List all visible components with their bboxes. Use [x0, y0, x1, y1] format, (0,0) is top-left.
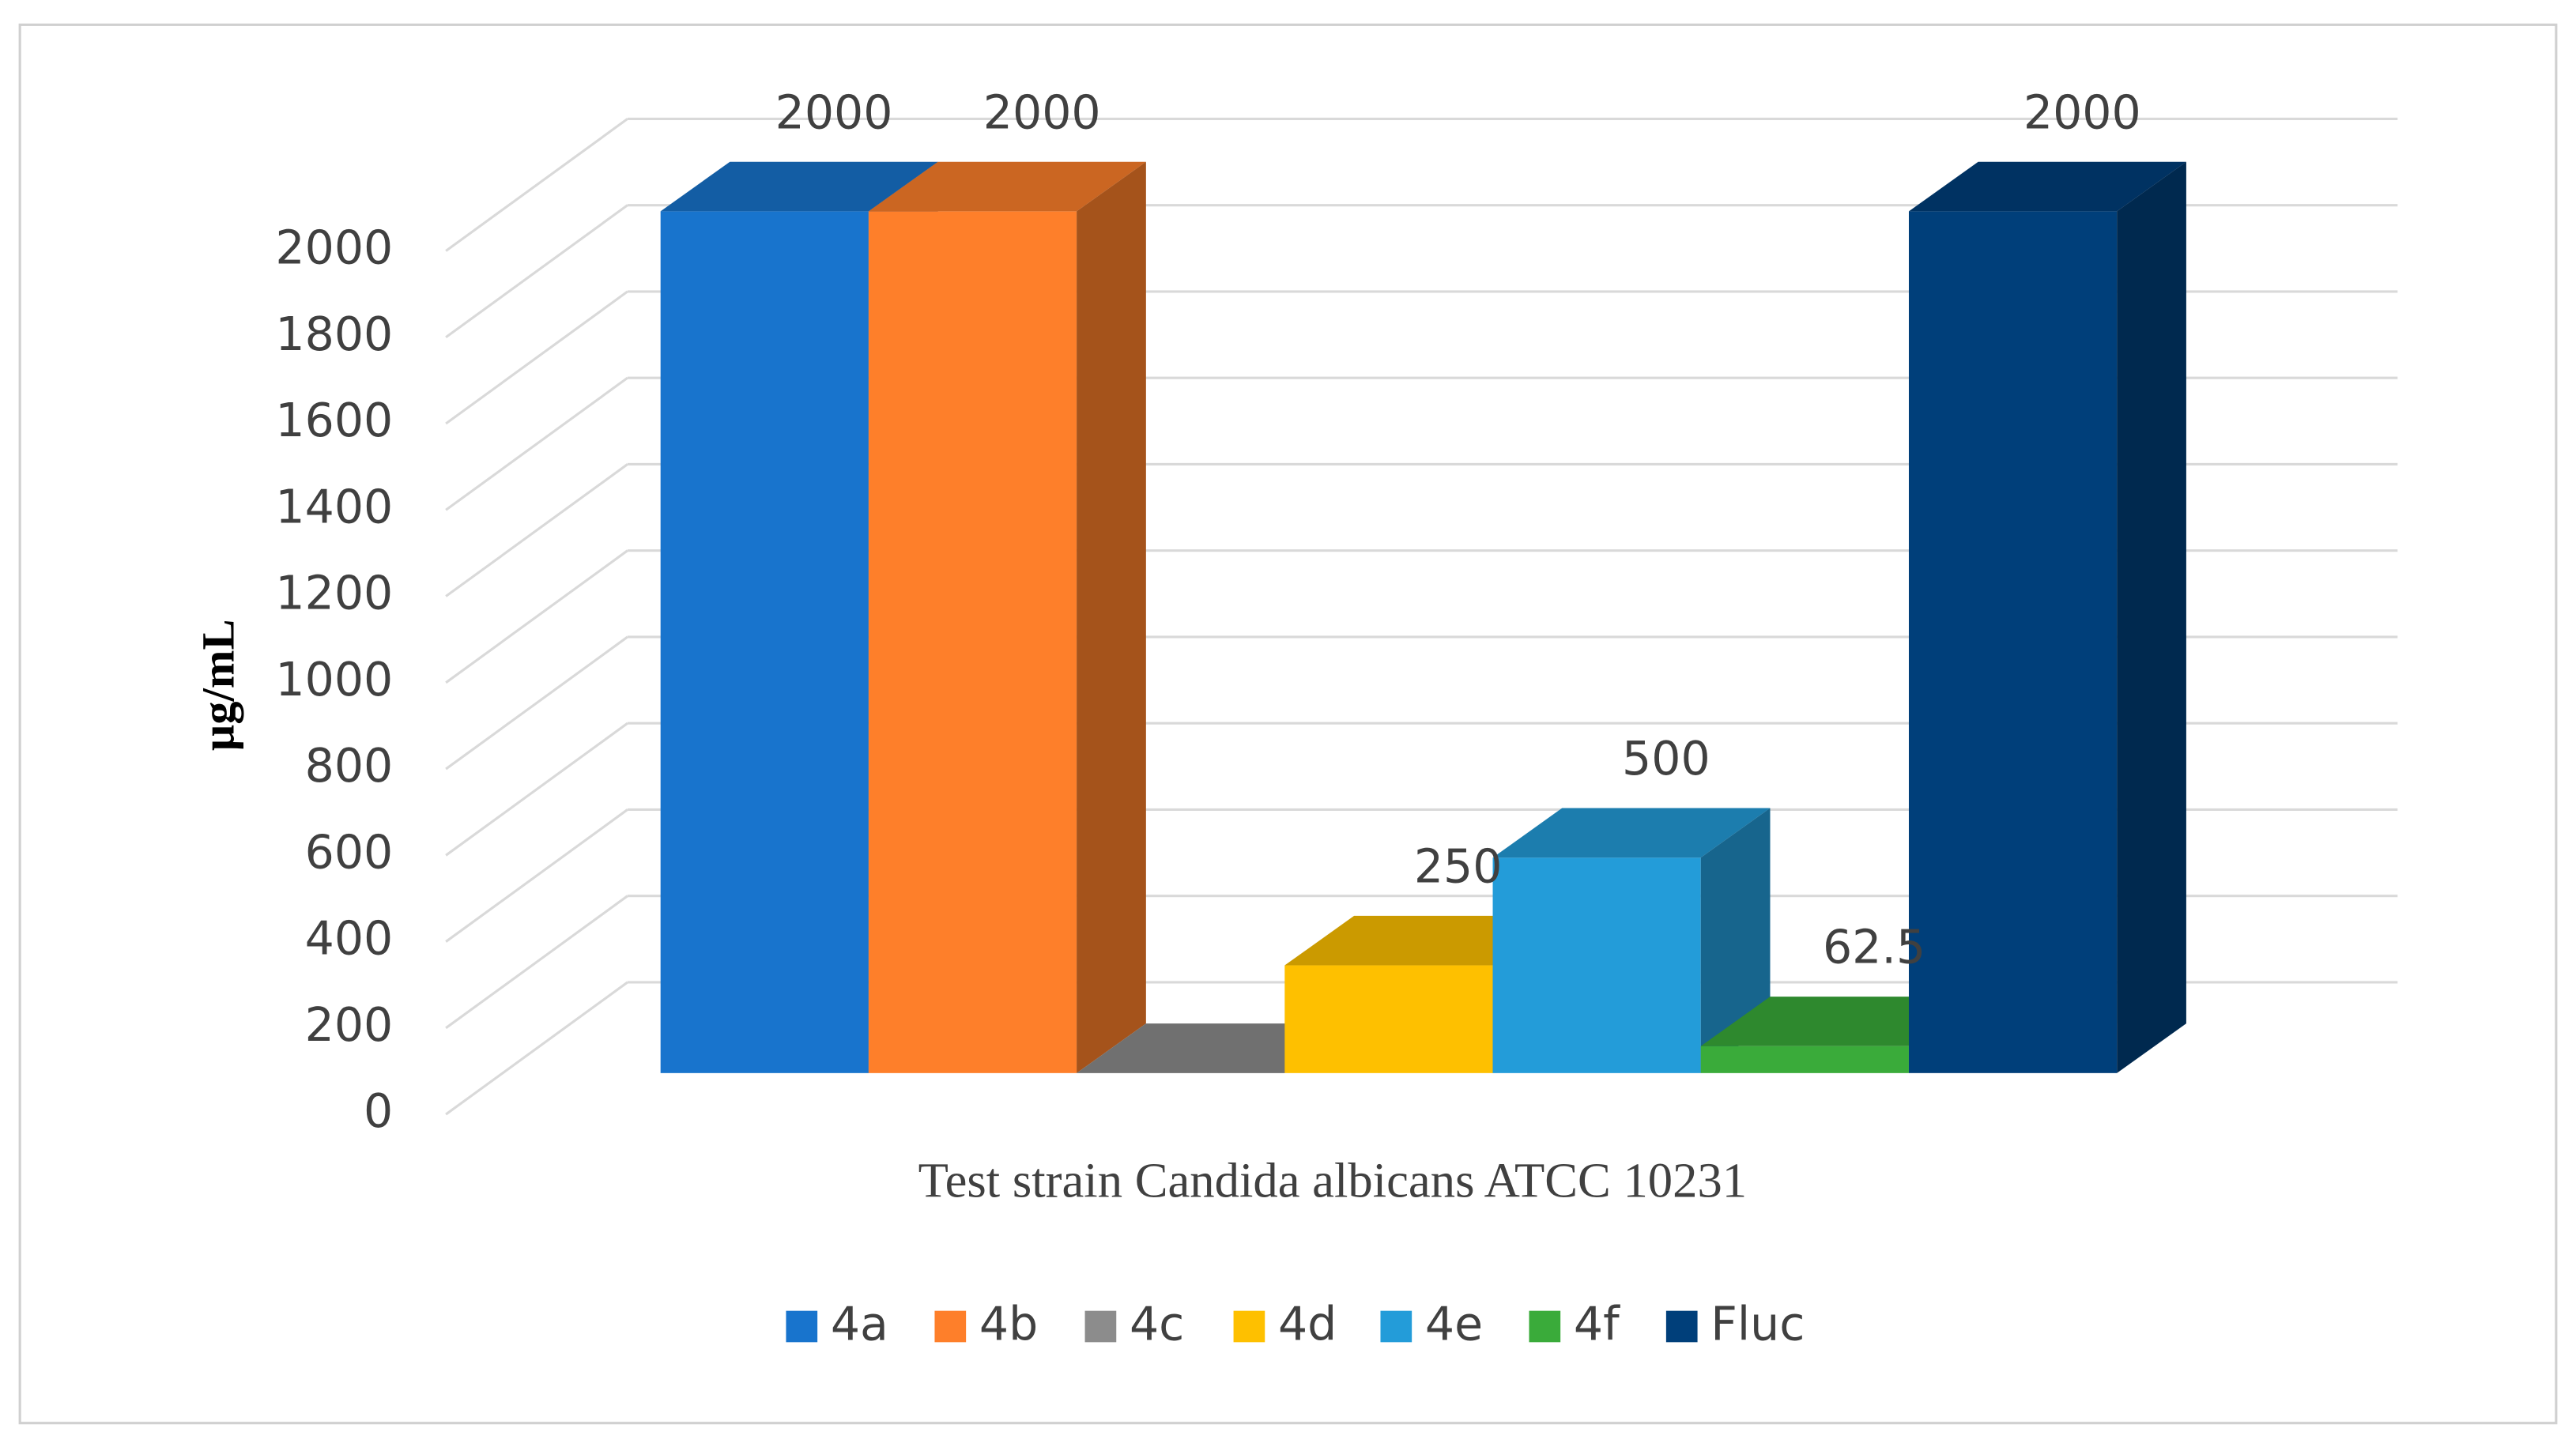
data-label: 250 [1414, 839, 1503, 893]
legend-label: 4f [1574, 1298, 1620, 1351]
bar-side [2117, 161, 2186, 1073]
data-label: 500 [1622, 732, 1710, 786]
legend-swatch [1233, 1310, 1265, 1343]
grid-line [445, 722, 628, 857]
bar-side [1700, 808, 1771, 1073]
legend-label: Fluc [1710, 1298, 1805, 1351]
legend-label: 4e [1425, 1298, 1483, 1351]
legend: 4a 4b 4c 4d 4e 4f Fluc [786, 1298, 1805, 1351]
y-tick-label: 200 [305, 998, 394, 1052]
grid-line [445, 118, 628, 252]
y-tick-label: 1200 [275, 567, 393, 620]
data-label: 2000 [2023, 85, 2141, 139]
grid-line [445, 463, 628, 597]
bar-side [1077, 161, 1146, 1073]
grid-line [445, 635, 628, 771]
bar-top [1908, 161, 2186, 212]
grid-line [445, 549, 628, 684]
bars [660, 161, 2186, 1073]
y-tick-label: 1400 [275, 480, 393, 533]
bar-front [1492, 857, 1701, 1073]
x-axis-title: Test strain Candida albicans ATCC 10231 [918, 1152, 1747, 1208]
bar-front [1700, 1046, 1909, 1073]
y-tick-label: 2000 [275, 221, 393, 275]
data-label: 2000 [775, 85, 893, 139]
y-axis-title: µg/mL [193, 619, 244, 751]
y-tick-label: 1600 [275, 394, 393, 447]
legend-swatch [1529, 1310, 1561, 1343]
grid-line [445, 895, 628, 1030]
y-tick-label: 1800 [275, 307, 393, 361]
bar-top [1492, 808, 1771, 858]
grid-line [445, 808, 628, 943]
y-tick-label: 600 [305, 825, 394, 879]
bar-top [868, 161, 1146, 212]
y-tick-label: 400 [305, 912, 394, 966]
bar-front [1908, 211, 2118, 1073]
bar-front [1284, 965, 1493, 1073]
bar-top [660, 161, 938, 212]
legend-swatch [1380, 1310, 1412, 1343]
grid-line [445, 376, 628, 511]
y-tick-label: 0 [364, 1084, 393, 1138]
grid-line [445, 204, 628, 339]
labels: 2000 2000 250 500 62.5 2000 [775, 85, 2141, 974]
legend-swatch [934, 1310, 967, 1343]
bar-front [660, 211, 869, 1073]
legend-swatch [1665, 1310, 1698, 1343]
legend-label: 4c [1130, 1298, 1184, 1351]
legend-swatch [786, 1310, 818, 1343]
grid-line [445, 981, 628, 1116]
data-label: 2000 [983, 85, 1101, 139]
legend-label: 4a [831, 1298, 888, 1351]
legend-swatch [1084, 1310, 1117, 1343]
y-tick-label: 1000 [275, 653, 393, 707]
bar-front [868, 211, 1077, 1073]
data-label: 62.5 [1823, 921, 1925, 974]
y-tick-label: 800 [305, 739, 394, 793]
legend-label: 4b [979, 1298, 1038, 1351]
legend-label: 4d [1278, 1298, 1337, 1351]
grid-line [445, 290, 628, 425]
